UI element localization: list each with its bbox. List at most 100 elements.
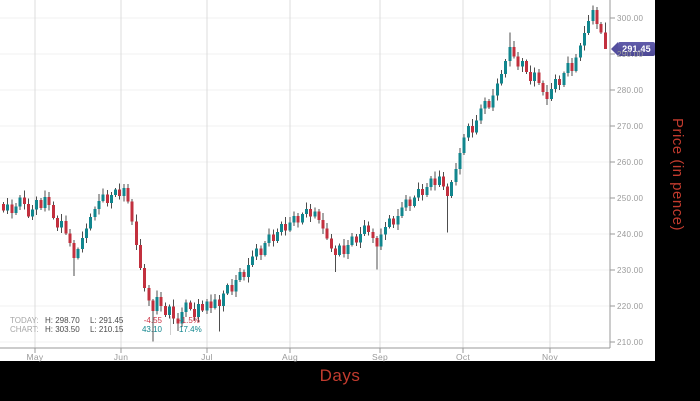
y-axis-title: Price (in pence)	[669, 118, 686, 232]
candle-body	[192, 308, 196, 317]
bottom-black-panel	[0, 361, 700, 401]
candle-body	[396, 216, 400, 225]
candle-body	[508, 46, 512, 62]
candle-body	[599, 23, 603, 33]
candle-body	[143, 268, 147, 288]
candle-body	[271, 234, 275, 242]
right-black-panel	[655, 0, 700, 401]
candle-body	[284, 223, 288, 231]
candle-body	[47, 196, 51, 206]
candle-body	[151, 300, 155, 312]
y-tick-label: 250.00	[617, 193, 644, 203]
candle-body	[226, 285, 230, 294]
candle-body	[475, 120, 479, 133]
candle-body	[566, 63, 570, 74]
candle-body	[130, 201, 134, 222]
candle-body	[466, 126, 470, 138]
candle-body	[267, 234, 271, 243]
candle-body	[22, 197, 26, 205]
candle-body	[346, 244, 350, 254]
candle-body	[35, 199, 39, 210]
y-tick-label: 210.00	[617, 337, 644, 347]
candle-body	[288, 222, 292, 231]
candle-body	[450, 181, 454, 197]
candle-body	[342, 245, 346, 254]
candle-body	[545, 91, 549, 99]
candle-body	[230, 285, 234, 292]
candle-body	[292, 216, 296, 223]
x-tick-label: Jun	[113, 352, 129, 362]
candle-body	[574, 57, 578, 71]
price-badge-value: 291.45	[622, 44, 651, 54]
candle-body	[18, 197, 22, 207]
candle-body	[309, 208, 313, 217]
candle-body	[213, 299, 217, 308]
legend-change-pct: 17.4%	[179, 325, 202, 334]
candle-body	[441, 176, 445, 187]
legend-separator	[170, 316, 171, 335]
price-chart-plot	[0, 0, 615, 353]
candle-body	[553, 78, 557, 89]
x-tick-label: Oct	[455, 352, 471, 362]
candle-body	[470, 126, 474, 133]
x-axis-title: Days	[319, 366, 361, 385]
candle-body	[487, 100, 491, 108]
candle-body	[354, 236, 358, 243]
candle-body	[363, 225, 367, 234]
candle-body	[255, 248, 259, 257]
candle-body	[578, 45, 582, 58]
candle-body	[591, 10, 595, 21]
candle-body	[134, 221, 138, 245]
candle-body	[491, 95, 495, 108]
candle-body	[14, 206, 18, 214]
candle-body	[246, 264, 250, 278]
candle-body	[462, 137, 466, 153]
legend-change: 43.10	[141, 325, 162, 334]
candle-body	[251, 256, 254, 265]
candle-body	[76, 249, 80, 258]
candle-body	[558, 78, 562, 85]
candle-body	[101, 194, 105, 201]
y-tick-label: 280.00	[617, 85, 644, 95]
x-tick-label: Nov	[541, 352, 559, 362]
candle-body	[479, 108, 483, 121]
candle-body	[138, 244, 142, 269]
candle-body	[238, 271, 242, 281]
candle-body	[595, 10, 599, 24]
y-tick-label: 260.00	[617, 157, 644, 167]
legend-low: L: 291.45	[90, 316, 124, 325]
candle-body	[242, 271, 246, 278]
candle-body	[275, 232, 279, 242]
candle-body	[97, 200, 101, 210]
candle-body	[172, 306, 176, 319]
y-tick-label: 220.00	[617, 301, 644, 311]
candle-body	[383, 226, 387, 235]
candle-body	[176, 318, 180, 324]
candle-body	[524, 61, 528, 72]
candle-body	[504, 61, 508, 74]
candle-body	[495, 83, 499, 96]
chart-summary-legend: TODAY: H: 298.70 L: 291.45 -4.55 -1.5% C…	[0, 315, 230, 337]
x-tick-label: Aug	[281, 352, 299, 362]
candle-body	[263, 243, 267, 255]
y-tick-label: 270.00	[617, 121, 644, 131]
candle-body	[55, 217, 59, 228]
candle-body	[483, 100, 487, 109]
candle-body	[234, 280, 238, 292]
legend-row-today: TODAY: H: 298.70 L: 291.45 -4.55 -1.5%	[0, 316, 230, 326]
legend-high: H: 298.70	[45, 316, 80, 325]
candle-body	[122, 187, 126, 197]
candle-body	[6, 204, 10, 211]
candle-body	[159, 297, 163, 306]
x-tick-label: May	[26, 352, 44, 362]
candle-body	[350, 236, 354, 245]
candle-body	[201, 304, 205, 311]
candle-body	[587, 20, 591, 34]
candle-body	[321, 219, 325, 229]
candle-body	[188, 302, 192, 309]
candle-body	[541, 83, 545, 92]
candle-body	[408, 199, 412, 206]
candle-body	[168, 306, 171, 315]
candle-body	[205, 301, 209, 311]
candle-body	[375, 237, 379, 247]
